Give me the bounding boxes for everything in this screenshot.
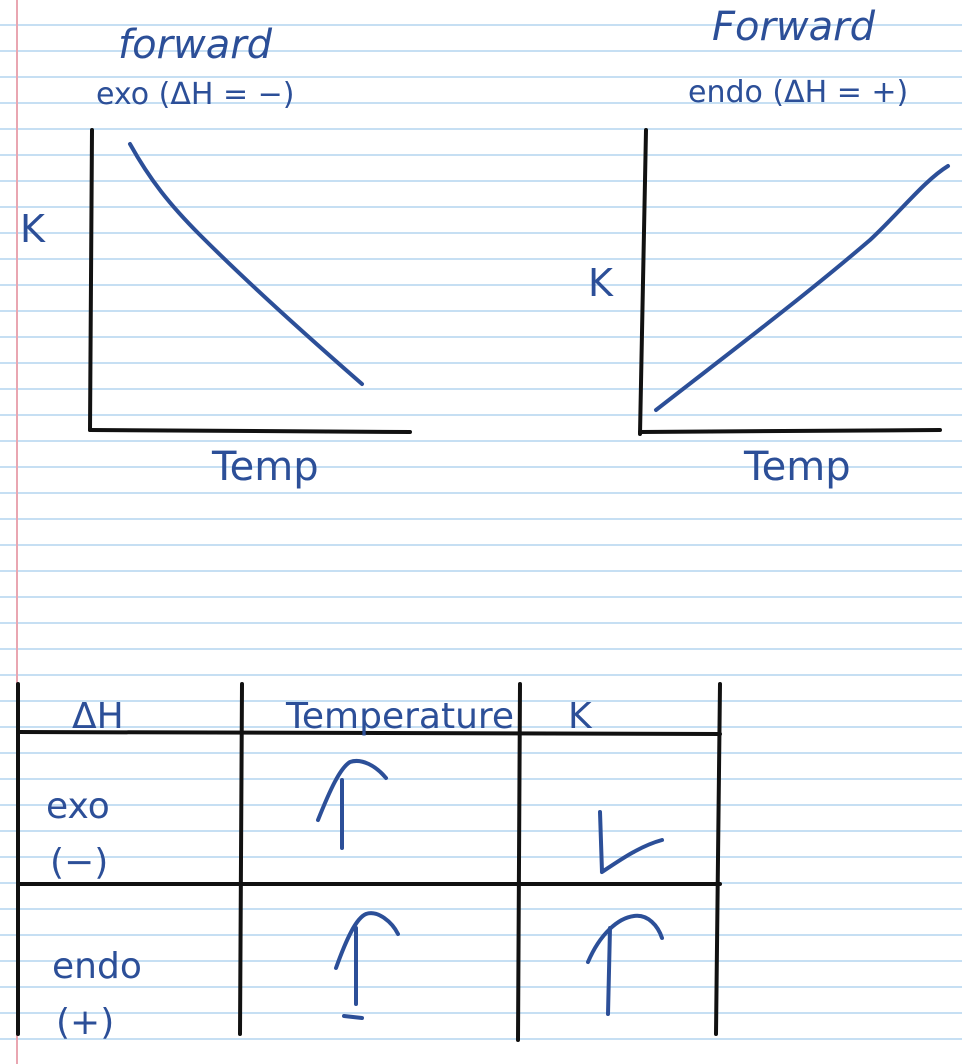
table-header-rule <box>16 730 722 736</box>
graph-left: forward exo (ΔH = −) K Temp <box>20 22 412 490</box>
graph-right-title: Forward <box>712 4 876 50</box>
graph-left-x-label: Temp <box>211 444 319 490</box>
row-exo-label: exo <box>46 786 110 827</box>
row-exo-sign: (−) <box>50 842 108 883</box>
graph-left-title: forward <box>118 22 273 68</box>
graph-right-x-label: Temp <box>743 444 851 490</box>
table-divider-2 <box>516 682 522 1042</box>
down-arrow-icon <box>598 810 664 874</box>
table-border-right <box>714 682 722 1036</box>
graph-left-y-axis <box>88 128 94 432</box>
graph-left-curve-decreasing <box>128 142 364 386</box>
graph-right: Forward endo (ΔH = +) K Temp <box>588 4 950 490</box>
graph-left-subtitle: exo (ΔH = −) <box>96 77 295 112</box>
dh-temperature-k-table: ΔH Temperature K exo (−) endo (+) <box>16 682 722 1043</box>
table-divider-1 <box>238 682 244 1036</box>
row-endo-sign: (+) <box>56 1002 114 1043</box>
up-arrow-icon <box>316 759 388 850</box>
graph-right-x-axis <box>638 428 942 434</box>
table-header-k: K <box>568 696 593 737</box>
graph-right-subtitle: endo (ΔH = +) <box>688 75 908 110</box>
row-endo-label: endo <box>52 946 142 987</box>
graph-left-y-label: K <box>20 207 46 251</box>
notebook-margin-line <box>16 0 18 1064</box>
table-header-dh: ΔH <box>72 696 124 737</box>
graph-right-curve-increasing <box>654 164 950 412</box>
graph-right-y-label: K <box>588 261 614 305</box>
up-arrow-icon <box>334 911 400 1020</box>
graph-right-y-axis <box>638 128 648 436</box>
table-header-temperature: Temperature <box>285 696 514 737</box>
graph-left-x-axis <box>88 428 412 434</box>
up-arrow-icon <box>586 913 664 1016</box>
